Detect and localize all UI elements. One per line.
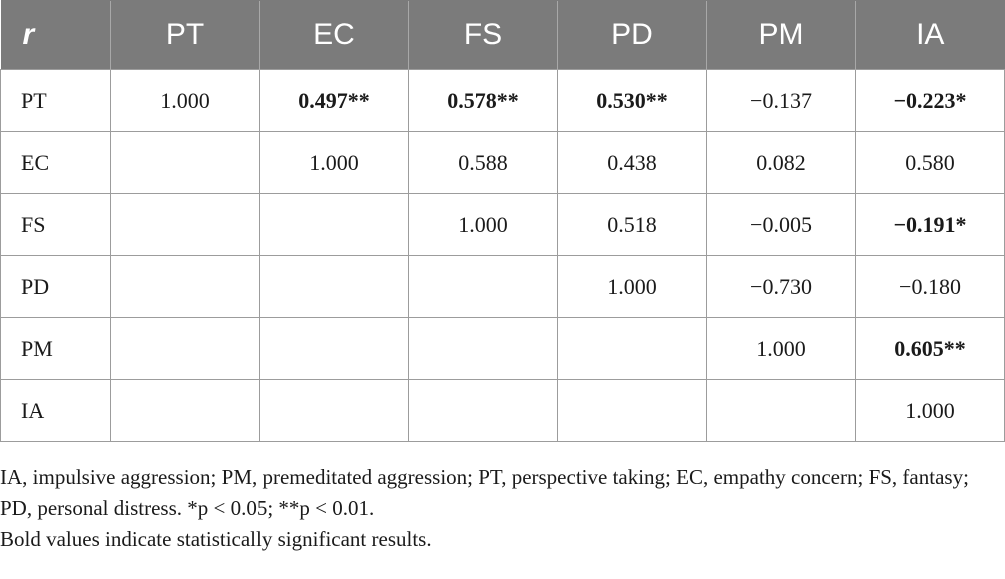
table-row: EC 1.000 0.588 0.438 0.082 0.580 [0, 131, 1005, 194]
table-cell: 1.000 [110, 69, 260, 132]
table-cell: 0.605** [855, 317, 1005, 380]
table-row: FS 1.000 0.518 −0.005 −0.191* [0, 193, 1005, 256]
table-cell: 0.438 [557, 131, 707, 194]
column-header: FS [408, 0, 558, 70]
row-label: IA [0, 379, 111, 442]
correlation-table-container: r PT EC FS PD PM IA PT 1.000 0.497** 0.5… [0, 0, 1005, 442]
table-notes: IA, impulsive aggression; PM, premeditat… [0, 462, 1005, 555]
table-cell [408, 379, 558, 442]
table-cell: 1.000 [259, 131, 409, 194]
table-cell: 0.530** [557, 69, 707, 132]
table-cell: 1.000 [557, 255, 707, 318]
row-label: PM [0, 317, 111, 380]
table-cell [110, 317, 260, 380]
table-cell: 0.580 [855, 131, 1005, 194]
table-row: PT 1.000 0.497** 0.578** 0.530** −0.137 … [0, 69, 1005, 132]
table-cell: 1.000 [855, 379, 1005, 442]
table-cell: −0.005 [706, 193, 856, 256]
table-cell: 1.000 [408, 193, 558, 256]
abbreviation-note: IA, impulsive aggression; PM, premeditat… [0, 465, 969, 520]
table-cell [408, 317, 558, 380]
table-row: IA 1.000 [0, 379, 1005, 442]
header-row: r PT EC FS PD PM IA [0, 0, 1005, 70]
table-cell [557, 317, 707, 380]
table-cell [259, 193, 409, 256]
table-cell [557, 379, 707, 442]
table-body: PT 1.000 0.497** 0.578** 0.530** −0.137 … [0, 69, 1005, 442]
table-cell: 0.497** [259, 69, 409, 132]
row-label: PD [0, 255, 111, 318]
table-cell [110, 379, 260, 442]
table-cell: 0.082 [706, 131, 856, 194]
table-cell: 0.578** [408, 69, 558, 132]
significance-note: Bold values indicate statistically signi… [0, 527, 432, 551]
table-cell [706, 379, 856, 442]
table-cell: −0.137 [706, 69, 856, 132]
table-row: PD 1.000 −0.730 −0.180 [0, 255, 1005, 318]
table-cell: 0.518 [557, 193, 707, 256]
table-cell: −0.223* [855, 69, 1005, 132]
table-cell: 1.000 [706, 317, 856, 380]
table-cell [110, 255, 260, 318]
table-cell [259, 379, 409, 442]
table-cell [408, 255, 558, 318]
table-cell [110, 131, 260, 194]
table-row: PM 1.000 0.605** [0, 317, 1005, 380]
table-cell: 0.588 [408, 131, 558, 194]
correlation-table: r PT EC FS PD PM IA PT 1.000 0.497** 0.5… [0, 0, 1005, 442]
corner-header: r [0, 0, 111, 70]
table-cell [259, 317, 409, 380]
column-header: EC [259, 0, 409, 70]
column-header: PT [110, 0, 260, 70]
row-label: EC [0, 131, 111, 194]
table-cell: −0.180 [855, 255, 1005, 318]
table-header: r PT EC FS PD PM IA [0, 0, 1005, 70]
table-cell: −0.730 [706, 255, 856, 318]
column-header: PM [706, 0, 856, 70]
table-cell [110, 193, 260, 256]
row-label: FS [0, 193, 111, 256]
table-cell [259, 255, 409, 318]
column-header: IA [855, 0, 1005, 70]
table-cell: −0.191* [855, 193, 1005, 256]
row-label: PT [0, 69, 111, 132]
column-header: PD [557, 0, 707, 70]
